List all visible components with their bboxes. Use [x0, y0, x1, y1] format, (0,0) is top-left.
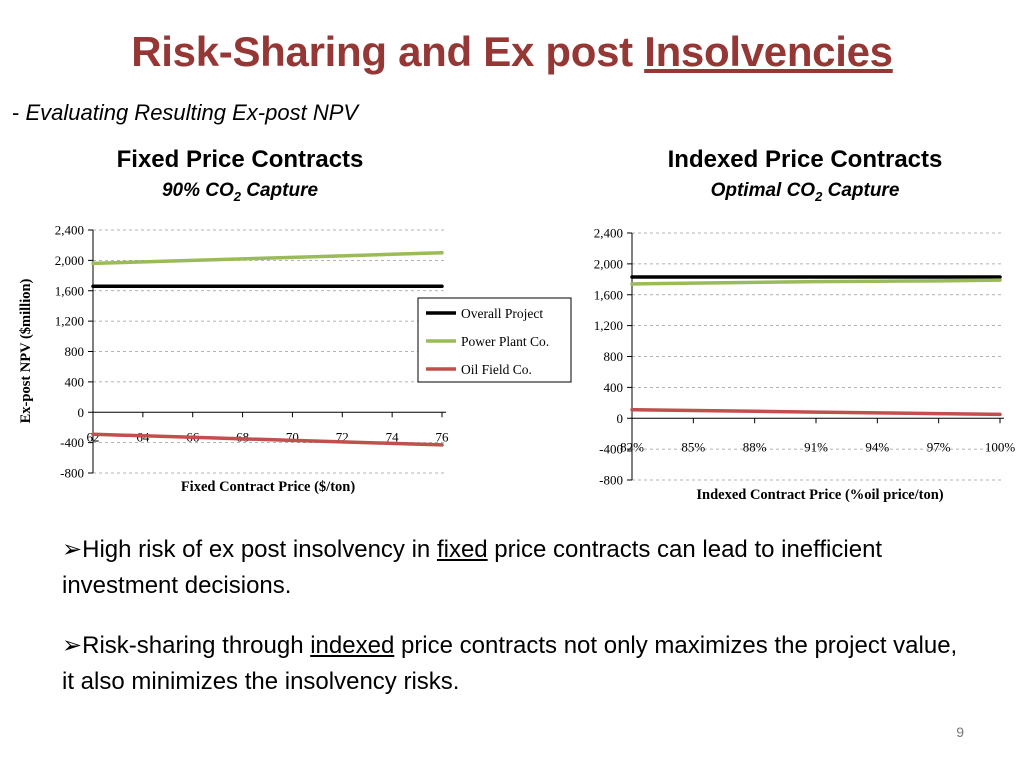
left-chart-header: Fixed Price Contracts 90% CO2 Capture	[90, 146, 390, 204]
left-legend-box	[417, 297, 572, 383]
left-x-tick-label: 68	[236, 429, 249, 444]
left-series-2-line	[91, 251, 444, 266]
left-y-tick-label: -800	[60, 466, 84, 481]
left-legend-label-2: Power Plant Co.	[461, 334, 549, 349]
left-y-tick-label: 1,200	[55, 314, 84, 329]
bullet-1-after: price contracts can lead to inefficient …	[62, 536, 883, 599]
left-sub-suffix: Capture	[240, 180, 319, 201]
subtitle-text: Evaluating Resulting Ex-post NPV	[25, 100, 359, 125]
title-prefix: Risk-Sharing and Ex post	[131, 28, 645, 75]
left-legend-label-1: Overall Project	[461, 306, 543, 321]
right-chart-header: Indexed Price Contracts Optimal CO2 Capt…	[640, 146, 970, 204]
right-x-tick-label: 91%	[804, 439, 828, 454]
bullet-1-marker: ➢	[62, 536, 83, 563]
right-x-tick-label: 85%	[681, 439, 705, 454]
left-y-tick-label: -400	[60, 435, 84, 450]
left-y-tick-label: 400	[65, 374, 85, 389]
right-x-tick-label: 97%	[927, 439, 951, 454]
slide-subtitle: - Evaluating Resulting Ex-post NPV	[12, 100, 358, 126]
left-x-tick-label: 72	[336, 429, 349, 444]
left-chart-title: Fixed Price Contracts	[116, 146, 364, 173]
bullet-1-before: High risk of ex post insolvency in	[82, 536, 437, 563]
right-x-tick-label: 88%	[743, 439, 767, 454]
left-y-tick-label: 1,600	[55, 283, 84, 298]
left-x-tick-label: 70	[286, 429, 299, 444]
right-y-tick-label: -800	[599, 473, 623, 488]
bullet-2-after: price contracts not only maximizes the p…	[62, 632, 958, 695]
bullet-list: ➢High risk of ex post insolvency in fixe…	[62, 532, 962, 724]
bullet-2: ➢Risk-sharing through indexed price cont…	[62, 628, 962, 700]
slide-title: Risk-Sharing and Ex post Insolvencies	[0, 28, 1024, 76]
right-sub-suffix: Capture	[822, 180, 900, 201]
right-x-tick-label: 82%	[620, 439, 644, 454]
right-series-3-line	[630, 408, 1002, 417]
left-legend-label-3: Oil Field Co.	[461, 362, 532, 377]
right-y-tick-label: 2,400	[594, 226, 623, 241]
left-x-tick-label: 62	[87, 429, 100, 444]
right-chart-title: Indexed Price Contracts	[667, 146, 943, 173]
left-y-tick-label: 2,000	[55, 253, 84, 268]
right-y-tick-label: 800	[604, 349, 624, 364]
right-sub-prefix: Optimal CO	[710, 180, 816, 201]
right-y-tick-label: -400	[599, 442, 623, 457]
right-sub-subscript: 2	[815, 188, 823, 204]
right-y-tick-label: 1,200	[594, 318, 623, 333]
right-y-tick-label: 1,600	[594, 287, 623, 302]
left-series-3-line	[91, 432, 444, 447]
right-series-2-line	[630, 278, 1002, 286]
left-y-tick-label: 0	[78, 405, 85, 420]
left-y-tick-label: 2,400	[55, 223, 84, 238]
right-x-tick-label: 94%	[865, 439, 889, 454]
right-y-tick-label: 0	[617, 411, 624, 426]
left-y-axis-label: Ex-post NPV ($million)	[18, 278, 34, 423]
left-y-tick-label: 800	[65, 344, 85, 359]
bullet-2-marker: ➢	[62, 632, 83, 659]
subtitle-dash: -	[12, 100, 26, 125]
right-chart-subtitle: Optimal CO2 Capture	[640, 180, 970, 204]
right-x-tick-label: 100%	[985, 439, 1016, 454]
left-sub-prefix: 90% CO	[161, 180, 234, 201]
page-number: 9	[956, 724, 964, 740]
left-x-tick-label: 74	[386, 429, 400, 444]
left-x-tick-label: 64	[136, 429, 150, 444]
right-y-tick-label: 400	[604, 380, 624, 395]
right-y-tick-label: 2,000	[594, 256, 623, 271]
right-x-axis-label: Indexed Contract Price (%oil price/ton)	[696, 487, 943, 503]
left-x-tick-label: 66	[186, 429, 200, 444]
bullet-2-before: Risk-sharing through	[82, 632, 311, 659]
left-chart-subtitle: 90% CO2 Capture	[90, 180, 390, 204]
left-sub-subscript: 2	[233, 188, 241, 204]
title-underlined: Insolvencies	[644, 28, 893, 75]
left-x-axis-label: Fixed Contract Price ($/ton)	[181, 479, 356, 495]
bullet-2-underlined: indexed	[310, 632, 395, 659]
left-x-tick-label: 76	[436, 429, 450, 444]
bullet-1: ➢High risk of ex post insolvency in fixe…	[62, 532, 962, 604]
bullet-1-underlined: fixed	[436, 536, 488, 563]
